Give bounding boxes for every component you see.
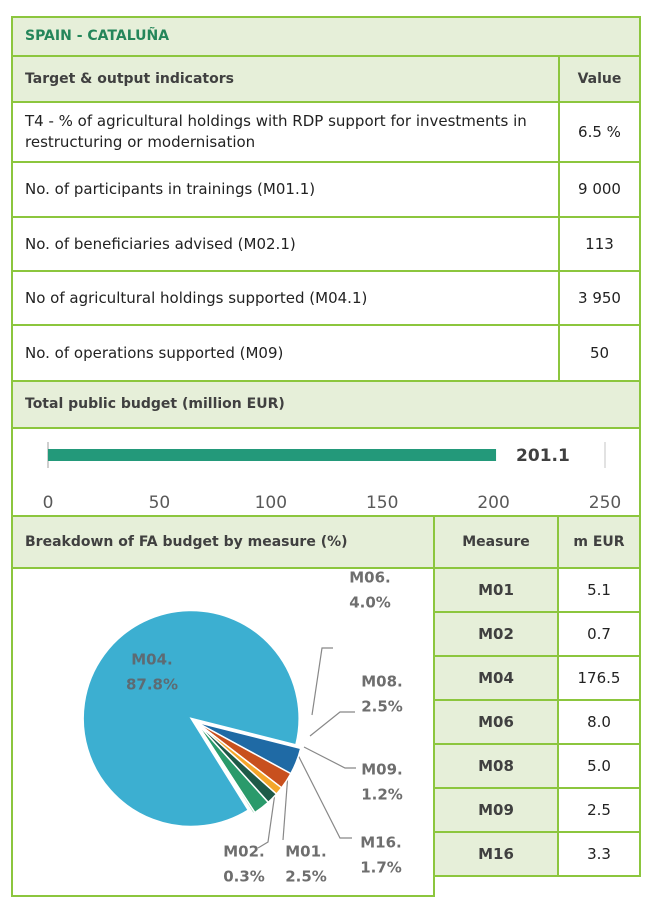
slice-label: 2.5% bbox=[361, 698, 403, 716]
measure-code: M01 bbox=[433, 567, 559, 613]
leader-line bbox=[297, 754, 352, 839]
measure-code: M06 bbox=[433, 699, 559, 745]
slice-label: 87.8% bbox=[126, 676, 178, 694]
slice-name: M16. bbox=[360, 834, 402, 852]
slice-name: M08. bbox=[361, 673, 403, 691]
pie-slice bbox=[82, 609, 300, 828]
measure-amount: 3.3 bbox=[557, 831, 641, 877]
x-tick-label: 0 bbox=[43, 493, 54, 513]
x-tick-label: 150 bbox=[366, 493, 398, 513]
slice-name: M04. bbox=[131, 651, 173, 669]
leader-line bbox=[303, 746, 356, 769]
slice-label: 0.3% bbox=[223, 868, 265, 886]
slice-name: M02. bbox=[223, 843, 265, 861]
breakdown-title: Breakdown of FA budget by measure (%) bbox=[11, 515, 435, 569]
measure-code: M09 bbox=[433, 787, 559, 833]
bar-label: 201.1 bbox=[516, 446, 570, 466]
slice-name: M09. bbox=[361, 761, 403, 779]
indicator-value: 50 bbox=[558, 324, 641, 382]
column-header: m EUR bbox=[557, 515, 641, 569]
slice-label: 1.7% bbox=[360, 859, 402, 877]
x-tick-label: 200 bbox=[477, 493, 509, 513]
leader-line bbox=[309, 711, 355, 737]
pie-slice bbox=[195, 721, 256, 815]
title: SPAIN - CATALUÑA bbox=[11, 16, 641, 57]
slice-name: M01. bbox=[285, 843, 327, 861]
slice-name: M06. bbox=[349, 569, 391, 587]
x-tick-label: 100 bbox=[255, 493, 287, 513]
x-tick-label: 50 bbox=[149, 493, 171, 513]
slice-label: 1.2% bbox=[361, 786, 403, 804]
pie-slice bbox=[195, 721, 278, 804]
measure-code: M08 bbox=[433, 743, 559, 789]
slice-label: 2.5% bbox=[285, 868, 327, 886]
leader-line bbox=[311, 647, 333, 716]
bar bbox=[48, 449, 497, 461]
x-tick-label: 250 bbox=[589, 493, 621, 513]
slice-label: 4.0% bbox=[349, 594, 391, 612]
